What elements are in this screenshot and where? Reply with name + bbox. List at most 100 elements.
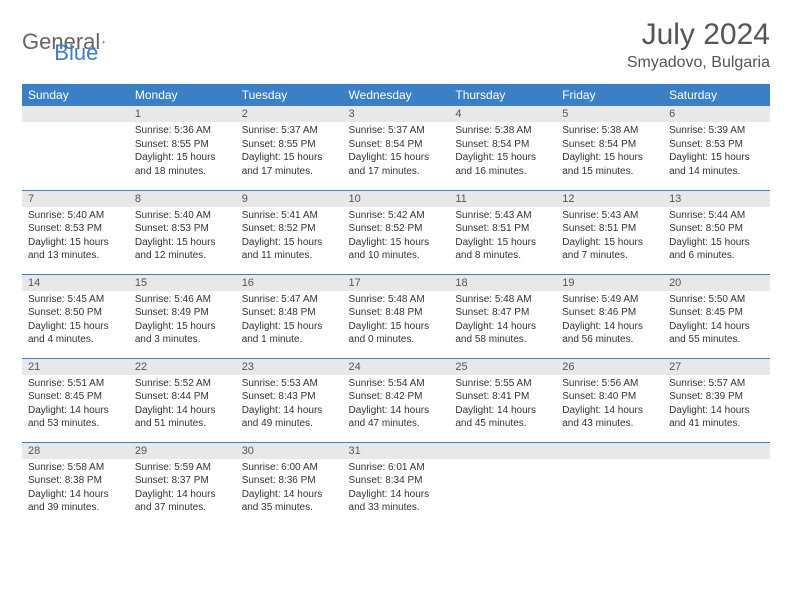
day-details: Sunrise: 5:53 AMSunset: 8:43 PMDaylight:… — [236, 375, 343, 435]
calendar-day-cell: 17Sunrise: 5:48 AMSunset: 8:48 PMDayligh… — [343, 274, 450, 358]
calendar-day-cell — [663, 442, 770, 526]
day-details: Sunrise: 5:36 AMSunset: 8:55 PMDaylight:… — [129, 122, 236, 182]
weekday-header: Saturday — [663, 84, 770, 106]
day-number: 23 — [236, 359, 343, 375]
weekday-header: Sunday — [22, 84, 129, 106]
calendar-table: Sunday Monday Tuesday Wednesday Thursday… — [22, 84, 770, 526]
day-details: Sunrise: 5:54 AMSunset: 8:42 PMDaylight:… — [343, 375, 450, 435]
weekday-header: Monday — [129, 84, 236, 106]
day-number: 20 — [663, 275, 770, 291]
day-number: 29 — [129, 443, 236, 459]
calendar-day-cell — [556, 442, 663, 526]
calendar-day-cell: 25Sunrise: 5:55 AMSunset: 8:41 PMDayligh… — [449, 358, 556, 442]
day-number: 22 — [129, 359, 236, 375]
day-number: 14 — [22, 275, 129, 291]
calendar-day-cell: 7Sunrise: 5:40 AMSunset: 8:53 PMDaylight… — [22, 190, 129, 274]
day-details: Sunrise: 5:38 AMSunset: 8:54 PMDaylight:… — [449, 122, 556, 182]
day-number: 11 — [449, 191, 556, 207]
day-number: 26 — [556, 359, 663, 375]
day-details: Sunrise: 5:40 AMSunset: 8:53 PMDaylight:… — [129, 207, 236, 267]
day-number: 10 — [343, 191, 450, 207]
calendar-day-cell: 13Sunrise: 5:44 AMSunset: 8:50 PMDayligh… — [663, 190, 770, 274]
day-number: 19 — [556, 275, 663, 291]
calendar-day-cell: 4Sunrise: 5:38 AMSunset: 8:54 PMDaylight… — [449, 106, 556, 190]
logo: General Blue — [22, 18, 98, 66]
calendar-day-cell: 20Sunrise: 5:50 AMSunset: 8:45 PMDayligh… — [663, 274, 770, 358]
calendar-day-cell: 29Sunrise: 5:59 AMSunset: 8:37 PMDayligh… — [129, 442, 236, 526]
day-details: Sunrise: 5:40 AMSunset: 8:53 PMDaylight:… — [22, 207, 129, 267]
day-details: Sunrise: 5:52 AMSunset: 8:44 PMDaylight:… — [129, 375, 236, 435]
day-details: Sunrise: 5:38 AMSunset: 8:54 PMDaylight:… — [556, 122, 663, 182]
calendar-day-cell: 1Sunrise: 5:36 AMSunset: 8:55 PMDaylight… — [129, 106, 236, 190]
day-details: Sunrise: 5:57 AMSunset: 8:39 PMDaylight:… — [663, 375, 770, 435]
day-number: 21 — [22, 359, 129, 375]
day-details: Sunrise: 5:51 AMSunset: 8:45 PMDaylight:… — [22, 375, 129, 435]
weekday-header-row: Sunday Monday Tuesday Wednesday Thursday… — [22, 84, 770, 106]
logo-sail-icon — [102, 33, 105, 51]
day-details: Sunrise: 5:42 AMSunset: 8:52 PMDaylight:… — [343, 207, 450, 267]
calendar-day-cell: 10Sunrise: 5:42 AMSunset: 8:52 PMDayligh… — [343, 190, 450, 274]
day-details: Sunrise: 5:55 AMSunset: 8:41 PMDaylight:… — [449, 375, 556, 435]
day-number: 1 — [129, 106, 236, 122]
logo-text-blue: Blue — [54, 40, 98, 66]
calendar-day-cell: 21Sunrise: 5:51 AMSunset: 8:45 PMDayligh… — [22, 358, 129, 442]
calendar-week-row: 1Sunrise: 5:36 AMSunset: 8:55 PMDaylight… — [22, 106, 770, 190]
calendar-day-cell: 12Sunrise: 5:43 AMSunset: 8:51 PMDayligh… — [556, 190, 663, 274]
day-number: 17 — [343, 275, 450, 291]
day-details: Sunrise: 6:01 AMSunset: 8:34 PMDaylight:… — [343, 459, 450, 519]
month-title: July 2024 — [627, 18, 770, 52]
calendar-day-cell: 26Sunrise: 5:56 AMSunset: 8:40 PMDayligh… — [556, 358, 663, 442]
calendar-day-cell: 8Sunrise: 5:40 AMSunset: 8:53 PMDaylight… — [129, 190, 236, 274]
calendar-week-row: 21Sunrise: 5:51 AMSunset: 8:45 PMDayligh… — [22, 358, 770, 442]
day-details: Sunrise: 5:37 AMSunset: 8:54 PMDaylight:… — [343, 122, 450, 182]
day-details: Sunrise: 5:48 AMSunset: 8:48 PMDaylight:… — [343, 291, 450, 351]
calendar-day-cell — [449, 442, 556, 526]
calendar-day-cell: 16Sunrise: 5:47 AMSunset: 8:48 PMDayligh… — [236, 274, 343, 358]
day-number: 7 — [22, 191, 129, 207]
calendar-day-cell: 23Sunrise: 5:53 AMSunset: 8:43 PMDayligh… — [236, 358, 343, 442]
calendar-day-cell: 5Sunrise: 5:38 AMSunset: 8:54 PMDaylight… — [556, 106, 663, 190]
day-number: 8 — [129, 191, 236, 207]
day-details: Sunrise: 5:58 AMSunset: 8:38 PMDaylight:… — [22, 459, 129, 519]
day-details: Sunrise: 5:46 AMSunset: 8:49 PMDaylight:… — [129, 291, 236, 351]
calendar-day-cell: 28Sunrise: 5:58 AMSunset: 8:38 PMDayligh… — [22, 442, 129, 526]
location: Smyadovo, Bulgaria — [627, 54, 770, 72]
day-details: Sunrise: 5:43 AMSunset: 8:51 PMDaylight:… — [556, 207, 663, 267]
calendar-day-cell: 2Sunrise: 5:37 AMSunset: 8:55 PMDaylight… — [236, 106, 343, 190]
calendar-day-cell: 3Sunrise: 5:37 AMSunset: 8:54 PMDaylight… — [343, 106, 450, 190]
day-details: Sunrise: 5:45 AMSunset: 8:50 PMDaylight:… — [22, 291, 129, 351]
calendar-day-cell: 9Sunrise: 5:41 AMSunset: 8:52 PMDaylight… — [236, 190, 343, 274]
day-number: 28 — [22, 443, 129, 459]
day-number: 9 — [236, 191, 343, 207]
calendar-body: 1Sunrise: 5:36 AMSunset: 8:55 PMDaylight… — [22, 106, 770, 526]
title-block: July 2024 Smyadovo, Bulgaria — [627, 18, 770, 72]
day-details: Sunrise: 5:56 AMSunset: 8:40 PMDaylight:… — [556, 375, 663, 435]
day-details: Sunrise: 5:47 AMSunset: 8:48 PMDaylight:… — [236, 291, 343, 351]
day-number: 30 — [236, 443, 343, 459]
day-details: Sunrise: 5:48 AMSunset: 8:47 PMDaylight:… — [449, 291, 556, 351]
day-number: 15 — [129, 275, 236, 291]
calendar-day-cell — [22, 106, 129, 190]
day-details: Sunrise: 5:41 AMSunset: 8:52 PMDaylight:… — [236, 207, 343, 267]
calendar-day-cell: 11Sunrise: 5:43 AMSunset: 8:51 PMDayligh… — [449, 190, 556, 274]
day-number: 2 — [236, 106, 343, 122]
day-number: 4 — [449, 106, 556, 122]
day-number: 13 — [663, 191, 770, 207]
calendar-day-cell: 14Sunrise: 5:45 AMSunset: 8:50 PMDayligh… — [22, 274, 129, 358]
calendar-day-cell: 15Sunrise: 5:46 AMSunset: 8:49 PMDayligh… — [129, 274, 236, 358]
calendar-day-cell: 24Sunrise: 5:54 AMSunset: 8:42 PMDayligh… — [343, 358, 450, 442]
day-details: Sunrise: 5:44 AMSunset: 8:50 PMDaylight:… — [663, 207, 770, 267]
day-number: 3 — [343, 106, 450, 122]
day-number: 24 — [343, 359, 450, 375]
weekday-header: Friday — [556, 84, 663, 106]
day-number-empty — [556, 443, 663, 459]
day-number: 12 — [556, 191, 663, 207]
day-number-empty — [449, 443, 556, 459]
day-details: Sunrise: 5:37 AMSunset: 8:55 PMDaylight:… — [236, 122, 343, 182]
calendar-day-cell: 27Sunrise: 5:57 AMSunset: 8:39 PMDayligh… — [663, 358, 770, 442]
day-details: Sunrise: 5:59 AMSunset: 8:37 PMDaylight:… — [129, 459, 236, 519]
day-number: 5 — [556, 106, 663, 122]
day-number: 18 — [449, 275, 556, 291]
calendar-week-row: 7Sunrise: 5:40 AMSunset: 8:53 PMDaylight… — [22, 190, 770, 274]
day-number: 16 — [236, 275, 343, 291]
